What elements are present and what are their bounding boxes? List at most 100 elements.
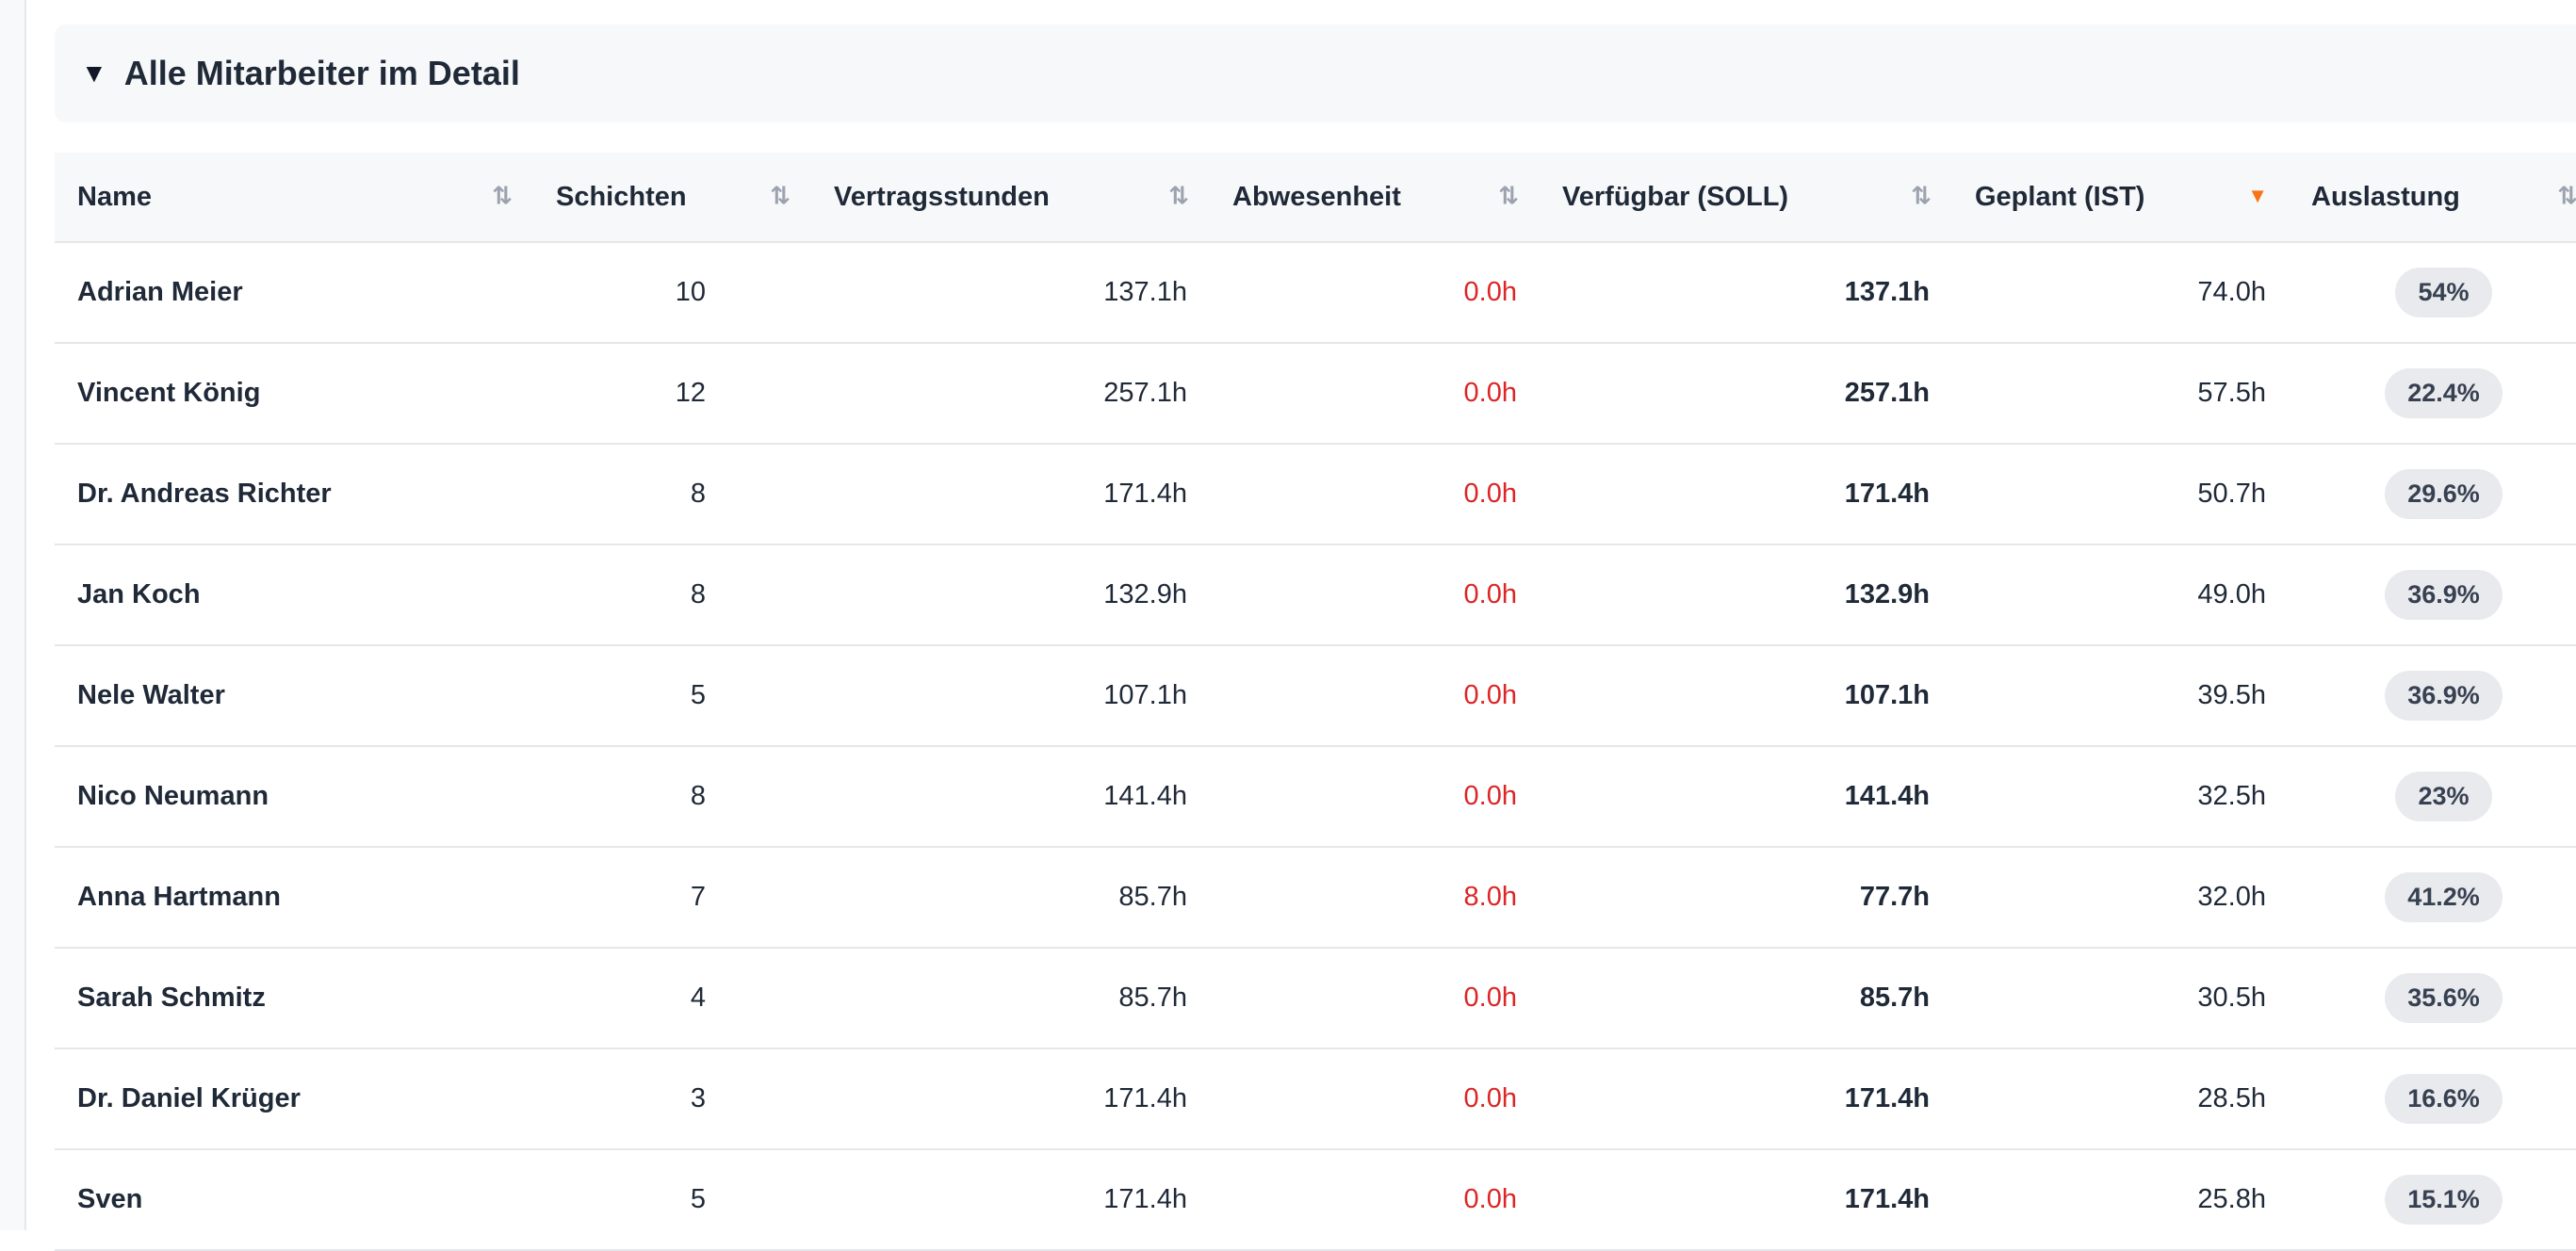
cell-planned: 30.5h [2197, 983, 2266, 1013]
sort-icon[interactable]: ⇅ [1498, 181, 1519, 210]
cell-contract-hours: 257.1h [1103, 378, 1187, 408]
utilization-badge: 36.9% [2385, 671, 2503, 721]
table-row[interactable]: Nele Walter 5 107.1h 0.0h 107.1h 39.5h 36.9% [55, 645, 2576, 746]
sort-icon[interactable]: ⇅ [2557, 181, 2576, 210]
cell-name: Adrian Meier [77, 277, 243, 307]
sort-icon[interactable]: ⇅ [1911, 181, 1932, 210]
table-row[interactable]: Vincent König 12 257.1h 0.0h 257.1h 57.5h 22.4… [55, 343, 2576, 444]
section-title: Alle Mitarbeiter im Detail [123, 54, 520, 92]
sort-icon[interactable]: ⇅ [770, 181, 791, 210]
cell-utilization: 36.9% [2289, 544, 2576, 645]
table-header: Name ⇅ Schichten ⇅ Vertragsstunden ⇅ Abw… [55, 153, 2576, 242]
cell-name: Vincent König [77, 378, 261, 408]
cell-absence: 0.0h [1463, 479, 1517, 509]
cell-name: Nico Neumann [77, 781, 269, 811]
employee-table-container: Name ⇅ Schichten ⇅ Vertragsstunden ⇅ Abw… [55, 153, 2576, 1251]
table-row[interactable]: Jan Koch 8 132.9h 0.0h 132.9h 49.0h 36.9% [55, 544, 2576, 645]
column-header-utilization[interactable]: Auslastung ⇅ [2289, 153, 2576, 242]
cell-shifts: 5 [690, 680, 706, 710]
cell-name: Dr. Daniel Krüger [77, 1083, 301, 1113]
cell-shifts: 12 [675, 378, 706, 408]
cell-shifts: 8 [690, 479, 706, 509]
utilization-badge: 16.6% [2385, 1074, 2503, 1124]
collapse-caret-icon[interactable]: ▼ [81, 58, 107, 88]
utilization-badge: 35.6% [2385, 973, 2503, 1023]
utilization-badge: 22.4% [2385, 368, 2503, 418]
left-rail [0, 0, 26, 1230]
utilization-badge: 41.2% [2385, 872, 2503, 922]
cell-shifts: 8 [690, 781, 706, 811]
column-header-absence[interactable]: Abwesenheit ⇅ [1210, 153, 1540, 242]
cell-absence: 0.0h [1463, 579, 1517, 609]
cell-absence: 0.0h [1463, 277, 1517, 307]
table-body: Adrian Meier 10 137.1h 0.0h 137.1h 74.0h 54% Vi… [55, 242, 2576, 1250]
cell-contract-hours: 85.7h [1118, 983, 1187, 1013]
section-toggle-header[interactable]: ▼ Alle Mitarbeiter im Detail [55, 24, 2576, 122]
cell-contract-hours: 137.1h [1103, 277, 1187, 307]
cell-utilization: 15.1% [2289, 1149, 2576, 1250]
employee-table: Name ⇅ Schichten ⇅ Vertragsstunden ⇅ Abw… [55, 153, 2576, 1251]
utilization-badge: 29.6% [2385, 469, 2503, 519]
cell-planned: 32.5h [2197, 781, 2266, 811]
cell-utilization: 22.4% [2289, 343, 2576, 444]
column-header-available[interactable]: Verfügbar (SOLL) ⇅ [1540, 153, 1952, 242]
table-row[interactable]: Anna Hartmann 7 85.7h 8.0h 77.7h 32.0h 41.2% [55, 847, 2576, 948]
table-row[interactable]: Adrian Meier 10 137.1h 0.0h 137.1h 74.0h 54% [55, 242, 2576, 343]
cell-shifts: 10 [675, 277, 706, 307]
column-header-label: Abwesenheit [1232, 181, 1401, 212]
cell-planned: 32.0h [2197, 882, 2266, 912]
column-header-name[interactable]: Name ⇅ [55, 153, 533, 242]
cell-planned: 25.8h [2197, 1184, 2266, 1214]
cell-utilization: 36.9% [2289, 645, 2576, 746]
cell-utilization: 23% [2289, 746, 2576, 847]
cell-planned: 74.0h [2197, 277, 2266, 307]
header-row: Name ⇅ Schichten ⇅ Vertragsstunden ⇅ Abw… [55, 153, 2576, 242]
column-header-label: Geplant (IST) [1975, 181, 2145, 212]
cell-planned: 28.5h [2197, 1083, 2266, 1113]
utilization-badge: 23% [2395, 772, 2492, 821]
cell-planned: 39.5h [2197, 680, 2266, 710]
cell-contract-hours: 107.1h [1103, 680, 1187, 710]
cell-absence: 0.0h [1463, 378, 1517, 408]
cell-available: 171.4h [1844, 479, 1930, 509]
table-row[interactable]: Dr. Andreas Richter 8 171.4h 0.0h 171.4h 50.7… [55, 444, 2576, 544]
cell-absence: 0.0h [1463, 983, 1517, 1013]
column-header-shifts[interactable]: Schichten ⇅ [533, 153, 811, 242]
cell-absence: 0.0h [1463, 781, 1517, 811]
cell-available: 132.9h [1844, 579, 1930, 609]
cell-utilization: 54% [2289, 242, 2576, 343]
sort-desc-active-icon[interactable]: ▼ [2247, 183, 2268, 207]
cell-name: Nele Walter [77, 680, 225, 710]
cell-contract-hours: 171.4h [1103, 1083, 1187, 1113]
cell-name: Sarah Schmitz [77, 983, 266, 1013]
cell-contract-hours: 171.4h [1103, 479, 1187, 509]
utilization-badge: 15.1% [2385, 1175, 2503, 1225]
cell-name: Dr. Andreas Richter [77, 479, 332, 509]
cell-absence: 8.0h [1463, 882, 1517, 912]
cell-name: Anna Hartmann [77, 882, 281, 912]
cell-utilization: 35.6% [2289, 948, 2576, 1048]
cell-contract-hours: 85.7h [1118, 882, 1187, 912]
sort-icon[interactable]: ⇅ [492, 181, 513, 210]
cell-planned: 57.5h [2197, 378, 2266, 408]
cell-shifts: 5 [690, 1184, 706, 1214]
column-header-planned[interactable]: Geplant (IST) ▼ [1952, 153, 2289, 242]
cell-planned: 50.7h [2197, 479, 2266, 509]
table-row[interactable]: Dr. Daniel Krüger 3 171.4h 0.0h 171.4h 28.5h 1… [55, 1048, 2576, 1149]
table-row[interactable]: Sven 5 171.4h 0.0h 171.4h 25.8h 15.1% [55, 1149, 2576, 1250]
column-header-label: Name [77, 181, 152, 212]
cell-available: 107.1h [1844, 680, 1930, 710]
cell-available: 257.1h [1844, 378, 1930, 408]
utilization-badge: 36.9% [2385, 570, 2503, 620]
table-row[interactable]: Nico Neumann 8 141.4h 0.0h 141.4h 32.5h 23% [55, 746, 2576, 847]
column-header-label: Auslastung [2311, 181, 2460, 212]
sort-icon[interactable]: ⇅ [1168, 181, 1189, 210]
column-header-label: Schichten [556, 181, 687, 212]
cell-contract-hours: 171.4h [1103, 1184, 1187, 1214]
column-header-label: Verfügbar (SOLL) [1562, 181, 1789, 212]
column-header-contract-hours[interactable]: Vertragsstunden ⇅ [811, 153, 1210, 242]
cell-utilization: 41.2% [2289, 847, 2576, 948]
cell-absence: 0.0h [1463, 680, 1517, 710]
table-row[interactable]: Sarah Schmitz 4 85.7h 0.0h 85.7h 30.5h 35.6% [55, 948, 2576, 1048]
cell-shifts: 4 [690, 983, 706, 1013]
